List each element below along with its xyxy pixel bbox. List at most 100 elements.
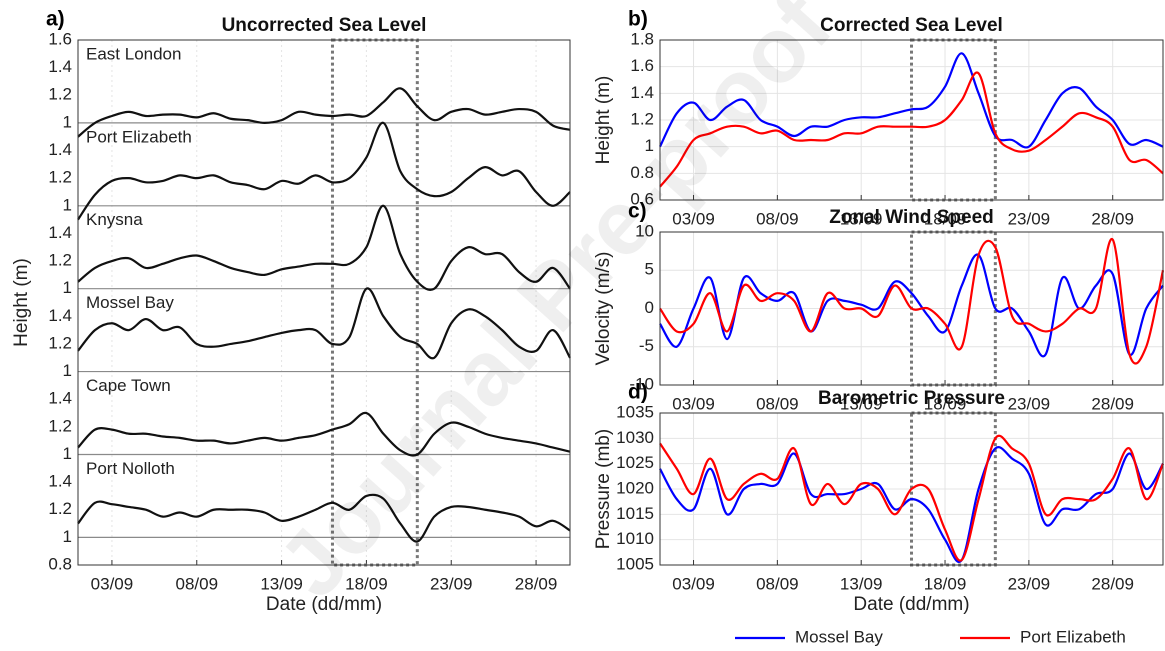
x-tick-label: 18/09 <box>924 394 967 413</box>
x-tick-label: 28/09 <box>515 574 558 593</box>
y-tick-label: -5 <box>639 336 654 355</box>
data-line <box>77 287 571 360</box>
y-tick-label: 1.2 <box>630 109 654 128</box>
data-line <box>77 493 571 543</box>
panel-label: c) <box>628 200 647 223</box>
x-tick-label: 28/09 <box>1091 394 1134 413</box>
x-tick-label: 23/09 <box>1008 209 1051 228</box>
data-line <box>659 71 1164 188</box>
y-tick-label: 0.8 <box>630 163 654 182</box>
data-line <box>659 446 1164 563</box>
x-tick-label: 03/09 <box>672 394 715 413</box>
legend-label: Port Elizabeth <box>1020 627 1126 646</box>
chart-title: Uncorrected Sea Level <box>222 15 427 36</box>
y-tick-label: 1.4 <box>48 472 72 491</box>
x-tick-label: 18/09 <box>345 574 388 593</box>
plot-frame <box>659 231 1164 386</box>
data-line <box>77 87 571 138</box>
x-tick-label: 18/09 <box>924 209 967 228</box>
data-line <box>659 434 1165 562</box>
station-name: East London <box>86 44 181 63</box>
y-tick-label: 1.4 <box>48 57 72 76</box>
y-tick-label: 1 <box>63 278 72 297</box>
y-tick-label: 10 <box>635 221 654 240</box>
x-tick-label: 08/09 <box>756 574 799 593</box>
station-name: Knysna <box>86 210 143 229</box>
plot-frame <box>77 39 571 566</box>
station-name: Mossel Bay <box>86 293 174 312</box>
y-tick-label: 1.2 <box>48 416 72 435</box>
x-tick-label: 23/09 <box>430 574 473 593</box>
y-tick-label: 1.2 <box>48 499 72 518</box>
x-tick-label: 08/09 <box>756 394 799 413</box>
y-tick-label: 1020 <box>616 478 654 497</box>
y-tick-label: 1010 <box>616 529 654 548</box>
y-axis-label: Height (m) <box>593 76 614 165</box>
x-tick-label: 13/09 <box>260 574 303 593</box>
y-tick-label: 1.2 <box>48 168 72 187</box>
y-tick-label: 1035 <box>616 402 654 421</box>
y-tick-label: 1 <box>63 444 72 463</box>
y-tick-label: 1005 <box>616 554 654 573</box>
station-name: Port Nolloth <box>86 459 175 478</box>
plot-frame <box>659 39 1164 201</box>
y-tick-label: 1.8 <box>630 29 654 48</box>
data-line <box>659 238 1165 365</box>
y-tick-label: 1.4 <box>48 140 72 159</box>
x-tick-label: 28/09 <box>1091 574 1134 593</box>
x-tick-label: 03/09 <box>672 574 715 593</box>
y-axis-label: Velocity (m/s) <box>593 251 614 365</box>
x-tick-label: 23/09 <box>1008 394 1051 413</box>
y-tick-label: 1.6 <box>48 29 72 48</box>
chart-title: Zonal Wind Speed <box>829 207 994 228</box>
data-line <box>77 204 571 291</box>
y-axis-label: Height (m) <box>11 258 32 347</box>
y-tick-label: 1.4 <box>48 306 72 325</box>
y-tick-label: -10 <box>629 374 654 393</box>
y-tick-label: 1.2 <box>48 333 72 352</box>
y-tick-label: 1 <box>63 195 72 214</box>
y-tick-label: 1 <box>645 136 654 155</box>
x-tick-label: 03/09 <box>672 209 715 228</box>
plot-frame <box>659 412 1164 566</box>
station-name: Cape Town <box>86 376 171 395</box>
y-tick-label: 0.6 <box>630 189 654 208</box>
y-tick-label: 1030 <box>616 428 654 447</box>
y-tick-label: 0 <box>645 298 654 317</box>
y-tick-label: 1.2 <box>48 85 72 104</box>
y-tick-label: 1025 <box>616 453 654 472</box>
x-tick-label: 08/09 <box>175 574 218 593</box>
data-line <box>77 411 571 457</box>
x-tick-label: 08/09 <box>756 209 799 228</box>
x-tick-label: 23/09 <box>1008 574 1051 593</box>
y-axis-label: Pressure (mb) <box>593 429 614 549</box>
chart-title: Barometric Pressure <box>818 388 1005 409</box>
y-tick-label: 1 <box>63 361 72 380</box>
y-tick-label: 1.6 <box>630 56 654 75</box>
chart-title: Corrected Sea Level <box>820 15 1003 36</box>
x-tick-label: 03/09 <box>91 574 134 593</box>
y-tick-label: 1 <box>63 112 72 131</box>
panel-label: b) <box>628 8 648 31</box>
data-line <box>77 121 571 221</box>
legend-label: Mossel Bay <box>795 627 883 646</box>
x-tick-label: 18/09 <box>924 574 967 593</box>
panel-label: a) <box>46 8 65 31</box>
x-tick-label: 13/09 <box>840 574 883 593</box>
x-tick-label: 28/09 <box>1091 209 1134 228</box>
y-tick-label: 1.4 <box>48 223 72 242</box>
y-tick-label: 1015 <box>616 504 654 523</box>
y-tick-label: 5 <box>645 260 654 279</box>
x-axis-label: Date (dd/mm) <box>853 594 969 615</box>
station-name: Port Elizabeth <box>86 127 192 146</box>
y-tick-label: 1 <box>63 527 72 546</box>
y-tick-label: 0.8 <box>48 554 72 573</box>
y-tick-label: 1.2 <box>48 251 72 270</box>
y-tick-label: 1.4 <box>630 83 654 102</box>
y-tick-label: 1.4 <box>48 389 72 408</box>
data-line <box>659 52 1164 149</box>
highlight-box <box>910 38 997 202</box>
x-axis-label: Date (dd/mm) <box>266 594 382 615</box>
